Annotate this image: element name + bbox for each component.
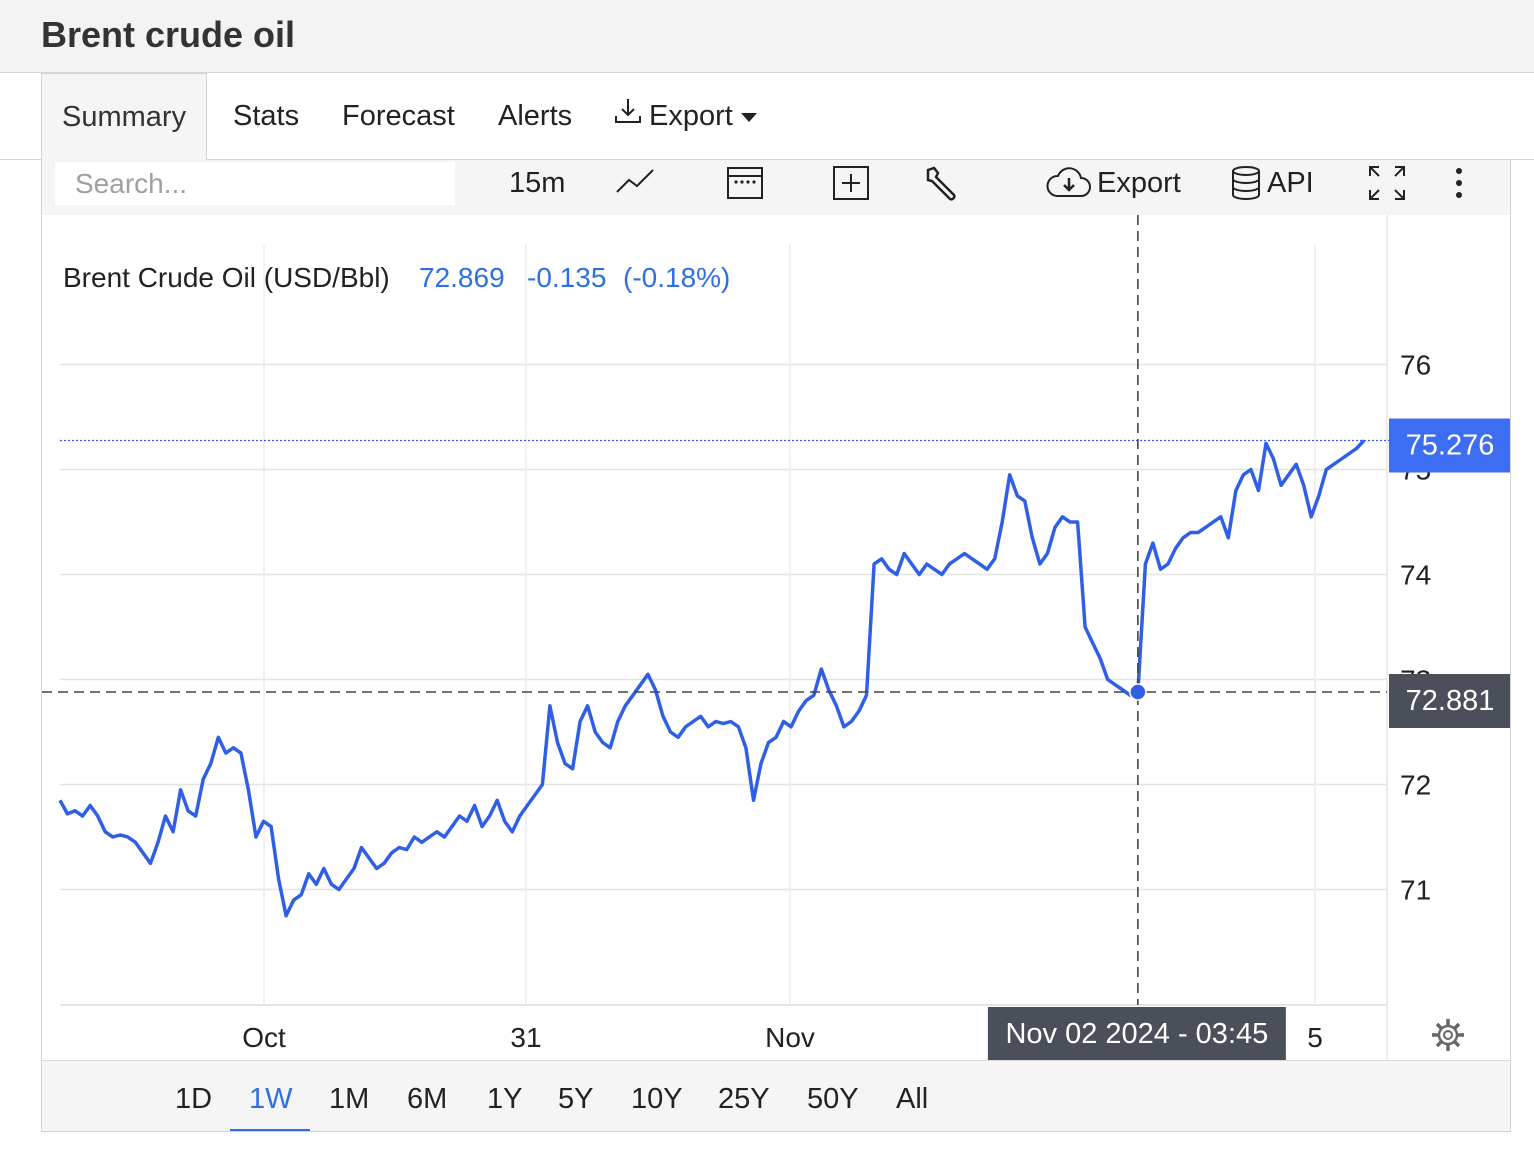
x-tick-label: Nov — [765, 1022, 815, 1053]
tab-stats[interactable]: Stats — [233, 100, 300, 132]
crosshair-value-badge — [1389, 673, 1510, 728]
y-tick-label: 76 — [1400, 350, 1431, 381]
timeframe-all[interactable]: All — [896, 1083, 929, 1115]
timeframe-6m[interactable]: 6M — [407, 1083, 448, 1115]
crosshair-point — [1129, 683, 1147, 701]
active-timeframe-underline — [230, 1129, 310, 1131]
x-tick-label: 5 — [1307, 1022, 1323, 1053]
price-change-pct: (-0.18%) — [623, 262, 730, 293]
chevron-down-icon — [740, 112, 757, 122]
crosshair-date-label: Nov 02 2024 - 03:45 — [1005, 1018, 1268, 1050]
api-label: API — [1267, 166, 1314, 199]
y-tick-label: 72 — [1400, 770, 1431, 801]
x-tick-label: Oct — [242, 1022, 286, 1053]
line-chart-icon[interactable] — [615, 160, 655, 205]
price-line — [58, 439, 1366, 918]
x-axis: Oct 31 Nov 5 — [242, 1022, 1323, 1053]
search-input[interactable] — [55, 162, 455, 205]
export-button[interactable]: Export — [1045, 160, 1181, 205]
tab-summary[interactable]: Summary — [41, 73, 208, 161]
current-price-badge — [1389, 418, 1510, 473]
tab-forecast[interactable]: Forecast — [342, 100, 455, 132]
timeframe-1w[interactable]: 1W — [249, 1083, 293, 1115]
x-tick-label: 31 — [510, 1022, 541, 1053]
api-button[interactable]: API — [1230, 160, 1314, 205]
timeframe-50y[interactable]: 50Y — [807, 1083, 859, 1115]
interval-selector[interactable]: 15m — [509, 166, 566, 199]
tab-export[interactable]: Export — [613, 73, 757, 160]
timeframe-1d[interactable]: 1D — [175, 1083, 213, 1115]
tab-alerts[interactable]: Alerts — [498, 100, 573, 132]
tab-export-label: Export — [649, 100, 733, 132]
more-vertical-icon[interactable] — [1454, 160, 1464, 205]
crosshair-date-badge — [987, 1007, 1286, 1060]
price-change: -0.135 — [527, 262, 606, 293]
timeframe-bar: 1D 1W 1M 6M 1Y 5Y 10Y 25Y 50Y All — [42, 1060, 1510, 1131]
calendar-icon[interactable] — [726, 160, 764, 205]
cloud-download-icon — [1045, 166, 1093, 200]
y-tick-label: 74 — [1400, 560, 1431, 591]
download-icon — [613, 74, 643, 161]
timeframe-10y[interactable]: 10Y — [631, 1083, 683, 1115]
y-tick-label: 71 — [1400, 875, 1431, 906]
export-label: Export — [1097, 166, 1181, 199]
title-bar: Brent crude oil — [0, 0, 1534, 73]
timeframe-1m[interactable]: 1M — [329, 1083, 370, 1115]
chart-widget: 15m Export API 767 — [41, 160, 1511, 1132]
plus-box-icon[interactable] — [832, 160, 870, 205]
page-title: Brent crude oil — [41, 14, 296, 55]
timeframe-25y[interactable]: 25Y — [718, 1083, 770, 1115]
timeframe-1y[interactable]: 1Y — [487, 1083, 523, 1115]
gear-icon[interactable] — [1432, 1019, 1464, 1051]
last-price: 72.869 — [419, 262, 505, 293]
tabs-bar: Summary Stats Forecast Alerts Export — [0, 73, 1534, 161]
crosshair-value-label: 72.881 — [1406, 685, 1495, 717]
database-icon — [1230, 165, 1262, 201]
current-price-label: 75.276 — [1406, 430, 1495, 462]
wrench-icon[interactable] — [924, 160, 962, 205]
timeframe-5y[interactable]: 5Y — [558, 1083, 594, 1115]
chart-grid — [60, 215, 1388, 1060]
fullscreen-icon[interactable] — [1367, 160, 1407, 205]
chart-title: Brent Crude Oil (USD/Bbl) — [63, 262, 390, 293]
chart-toolbar: 15m Export API — [42, 160, 1510, 215]
